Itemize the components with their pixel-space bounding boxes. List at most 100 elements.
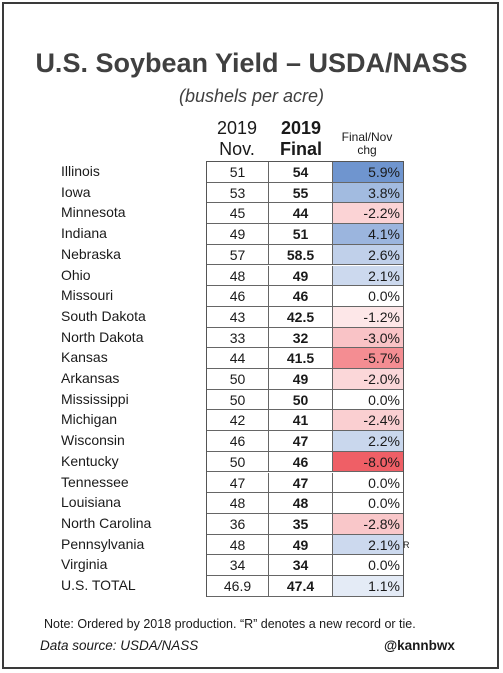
- cell-nov-yield: 51: [207, 162, 269, 183]
- table-row: 48 49 2.1%: [207, 534, 403, 556]
- table-row: 46 46 0.0%: [207, 286, 403, 307]
- state-label: Kansas: [61, 349, 108, 366]
- cell-nov-yield: 48: [207, 493, 269, 514]
- cell-final-yield: 51: [269, 224, 333, 245]
- header-chg: Final/Nov chg: [333, 131, 401, 157]
- data-source: Data source: USDA/NASS: [40, 638, 199, 653]
- table-row: 53 55 3.8%: [207, 182, 403, 204]
- cell-change-pct: -8.0%: [333, 451, 403, 473]
- cell-change-pct: 4.1%: [333, 224, 403, 245]
- state-label: Illinois: [61, 163, 100, 179]
- header-chg-line2: chg: [357, 143, 377, 157]
- state-label: Arkansas: [61, 370, 120, 386]
- state-label: Tennessee: [61, 473, 129, 490]
- cell-final-yield: 58.5: [269, 244, 333, 266]
- state-label: Minnesota: [61, 204, 126, 221]
- state-label: North Carolina: [61, 514, 152, 531]
- table-row: 46 47 2.2%: [207, 431, 403, 452]
- table-row: 47 47 0.0%: [207, 472, 403, 494]
- header-nov-line1: 2019: [216, 118, 258, 138]
- cell-final-yield: 48: [269, 493, 333, 514]
- cell-change-pct: 5.9%: [333, 162, 403, 183]
- chart-frame: [2, 2, 499, 669]
- cell-final-yield: 54: [269, 162, 333, 183]
- cell-final-yield: 47: [269, 472, 333, 494]
- table-row: 36 35 -2.8%: [207, 513, 403, 535]
- table-row: 43 42.5 -1.2%: [207, 306, 403, 328]
- cell-change-pct: 2.6%: [333, 244, 403, 266]
- table-row: 42 41 -2.4%: [207, 410, 403, 432]
- cell-change-pct: 2.1%: [333, 265, 403, 287]
- table-row: 34 34 0.0%: [207, 555, 403, 576]
- state-label: Wisconsin: [61, 432, 125, 449]
- table-row: 50 50 0.0%: [207, 389, 403, 411]
- cell-nov-yield: 50: [207, 369, 269, 390]
- cell-change-pct: 3.8%: [333, 182, 403, 204]
- table-row: 49 51 4.1%: [207, 224, 403, 245]
- cell-nov-yield: 47: [207, 472, 269, 494]
- cell-nov-yield: 46.9: [207, 576, 269, 597]
- table-row: 44 41.5 -5.7%: [207, 348, 403, 369]
- header-nov: 2019 Nov.: [206, 118, 268, 160]
- cell-nov-yield: 42: [207, 410, 269, 432]
- table-row: 51 54 5.9%: [207, 162, 403, 183]
- state-label: Ohio: [61, 266, 91, 283]
- cell-nov-yield: 46: [207, 286, 269, 307]
- cell-change-pct: 0.0%: [333, 472, 403, 494]
- header-final-line1: 2019: [280, 118, 322, 138]
- cell-final-yield: 50: [269, 389, 333, 411]
- table-row: 45 44 -2.2%: [207, 203, 403, 225]
- cell-nov-yield: 53: [207, 182, 269, 204]
- cell-final-yield: 41.5: [269, 348, 333, 369]
- header-chg-line1: Final/Nov: [341, 130, 393, 144]
- state-label: Missouri: [61, 287, 114, 304]
- cell-change-pct: -2.0%: [333, 369, 403, 390]
- cell-change-pct: -2.2%: [333, 203, 403, 225]
- footnote: Note: Ordered by 2018 production. “R” de…: [44, 617, 416, 631]
- cell-nov-yield: 45: [207, 203, 269, 225]
- record-mark: R: [403, 539, 410, 550]
- cell-change-pct: 0.0%: [333, 555, 403, 576]
- cell-change-pct: -2.4%: [333, 410, 403, 432]
- state-label: North Dakota: [61, 328, 144, 345]
- cell-change-pct: 0.0%: [333, 389, 403, 411]
- header-final-line2: Final: [279, 139, 322, 159]
- cell-final-yield: 42.5: [269, 306, 333, 328]
- cell-nov-yield: 48: [207, 534, 269, 556]
- cell-final-yield: 49: [269, 534, 333, 556]
- cell-change-pct: 0.0%: [333, 493, 403, 514]
- header-nov-line2: Nov.: [219, 139, 255, 159]
- header-final: 2019 Final: [270, 118, 332, 160]
- cell-final-yield: 41: [269, 410, 333, 432]
- cell-final-yield: 35: [269, 513, 333, 535]
- cell-final-yield: 55: [269, 182, 333, 204]
- cell-final-yield: 49: [269, 265, 333, 287]
- cell-nov-yield: 36: [207, 513, 269, 535]
- cell-nov-yield: 48: [207, 265, 269, 287]
- table-row: 57 58.5 2.6%: [207, 244, 403, 266]
- cell-nov-yield: 34: [207, 555, 269, 576]
- author-handle: @kannbwx: [384, 638, 455, 653]
- state-label: Mississippi: [61, 390, 129, 407]
- cell-change-pct: 0.0%: [333, 286, 403, 307]
- table-row: 33 32 -3.0%: [207, 327, 403, 349]
- cell-change-pct: 2.1%: [333, 534, 403, 556]
- state-label: U.S. TOTAL: [61, 577, 136, 593]
- state-label: Indiana: [61, 225, 107, 242]
- table-row: 48 48 0.0%: [207, 493, 403, 514]
- state-label: Kentucky: [61, 452, 119, 469]
- chart-title: U.S. Soybean Yield – USDA/NASS: [35, 48, 468, 78]
- cell-final-yield: 32: [269, 327, 333, 349]
- cell-nov-yield: 44: [207, 348, 269, 369]
- yield-table: 51 54 5.9% 53 55 3.8% 45 44 -2.2% 49 51 4.1% 57 58.5 2…: [206, 161, 404, 597]
- state-label: Virginia: [61, 556, 108, 573]
- cell-nov-yield: 43: [207, 306, 269, 328]
- cell-final-yield: 44: [269, 203, 333, 225]
- state-label: Nebraska: [61, 245, 121, 262]
- table-row: 50 46 -8.0%: [207, 451, 403, 473]
- cell-final-yield: 46: [269, 451, 333, 473]
- cell-final-yield: 49: [269, 369, 333, 390]
- state-label: Michigan: [61, 411, 118, 428]
- state-label: Louisiana: [61, 494, 121, 511]
- table-row: 48 49 2.1%: [207, 265, 403, 287]
